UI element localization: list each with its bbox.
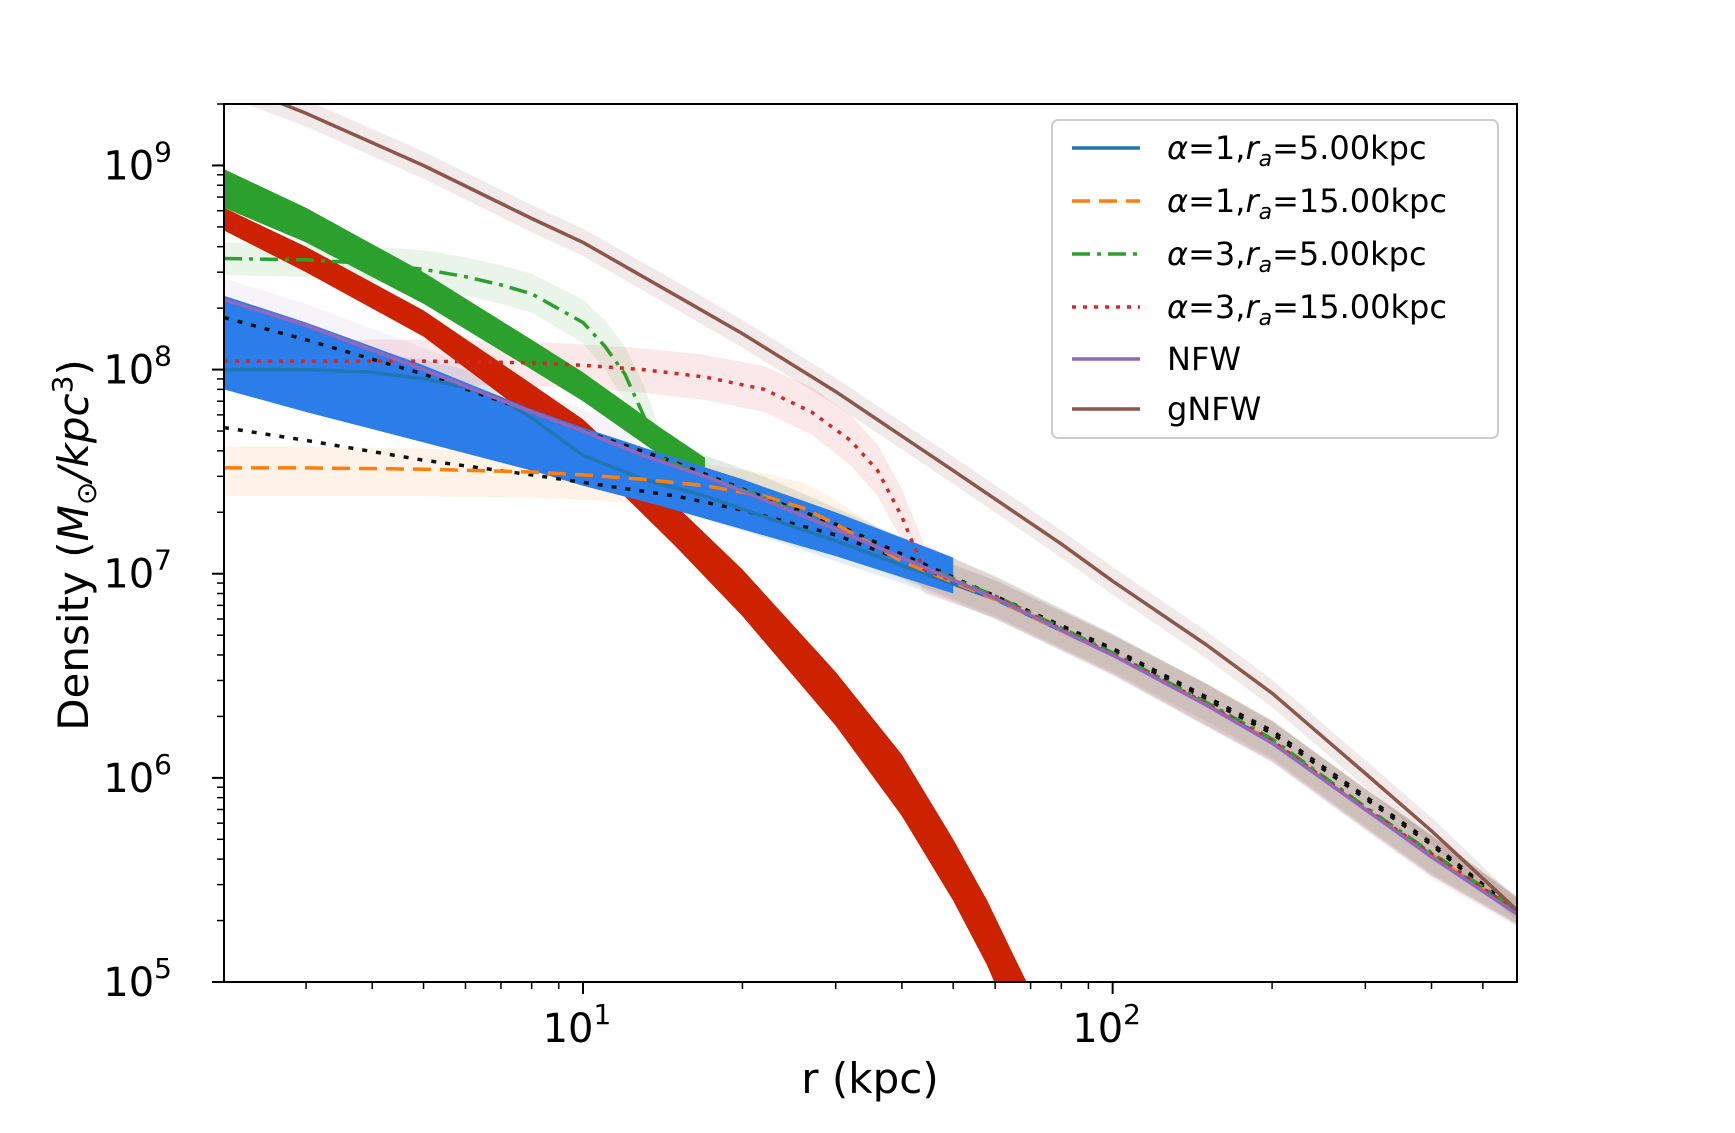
legend-label: α=1,ra=5.00kpc xyxy=(1167,129,1427,172)
series-line-4 xyxy=(224,298,1517,916)
x-axis-label: r (kpc) xyxy=(801,1054,938,1103)
y-tick-label: 106 xyxy=(103,748,172,802)
legend-label: α=1,ra=15.00kpc xyxy=(1167,182,1447,225)
x-tick-label: 102 xyxy=(1072,998,1141,1052)
series-lines xyxy=(224,104,1517,916)
series-line-5 xyxy=(277,104,1517,912)
green-posterior-band xyxy=(224,169,705,483)
series-band-1 xyxy=(224,446,1517,926)
legend: α=1,ra=5.00kpc α=1,ra=15.00kpc α=3,ra=5.00… xyxy=(1051,119,1499,439)
series-band-3 xyxy=(224,339,1517,925)
axis-ticks: 101 102 105 106 107 108 109 xyxy=(103,103,1484,1052)
series-line-3 xyxy=(224,359,1517,913)
series-line-2 xyxy=(224,256,1517,912)
legend-label: α=3,ra=15.00kpc xyxy=(1167,288,1447,331)
legend-label: NFW xyxy=(1167,340,1241,378)
x-tick-label: 101 xyxy=(543,998,612,1052)
y-tick-label: 105 xyxy=(103,952,172,1006)
plot-frame xyxy=(223,103,1518,983)
y-tick-label: 108 xyxy=(103,340,172,394)
y-axis-label: Density (M⊙/kpc3) xyxy=(46,359,103,731)
legend-box xyxy=(1051,119,1499,439)
y-tick-label: 109 xyxy=(103,135,172,189)
series-line-1 xyxy=(224,466,1517,914)
legend-label: gNFW xyxy=(1167,390,1261,428)
legend-label: α=3,ra=5.00kpc xyxy=(1167,235,1427,278)
black-dotted-line-1 xyxy=(224,425,1517,916)
y-tick-label: 107 xyxy=(103,544,172,598)
